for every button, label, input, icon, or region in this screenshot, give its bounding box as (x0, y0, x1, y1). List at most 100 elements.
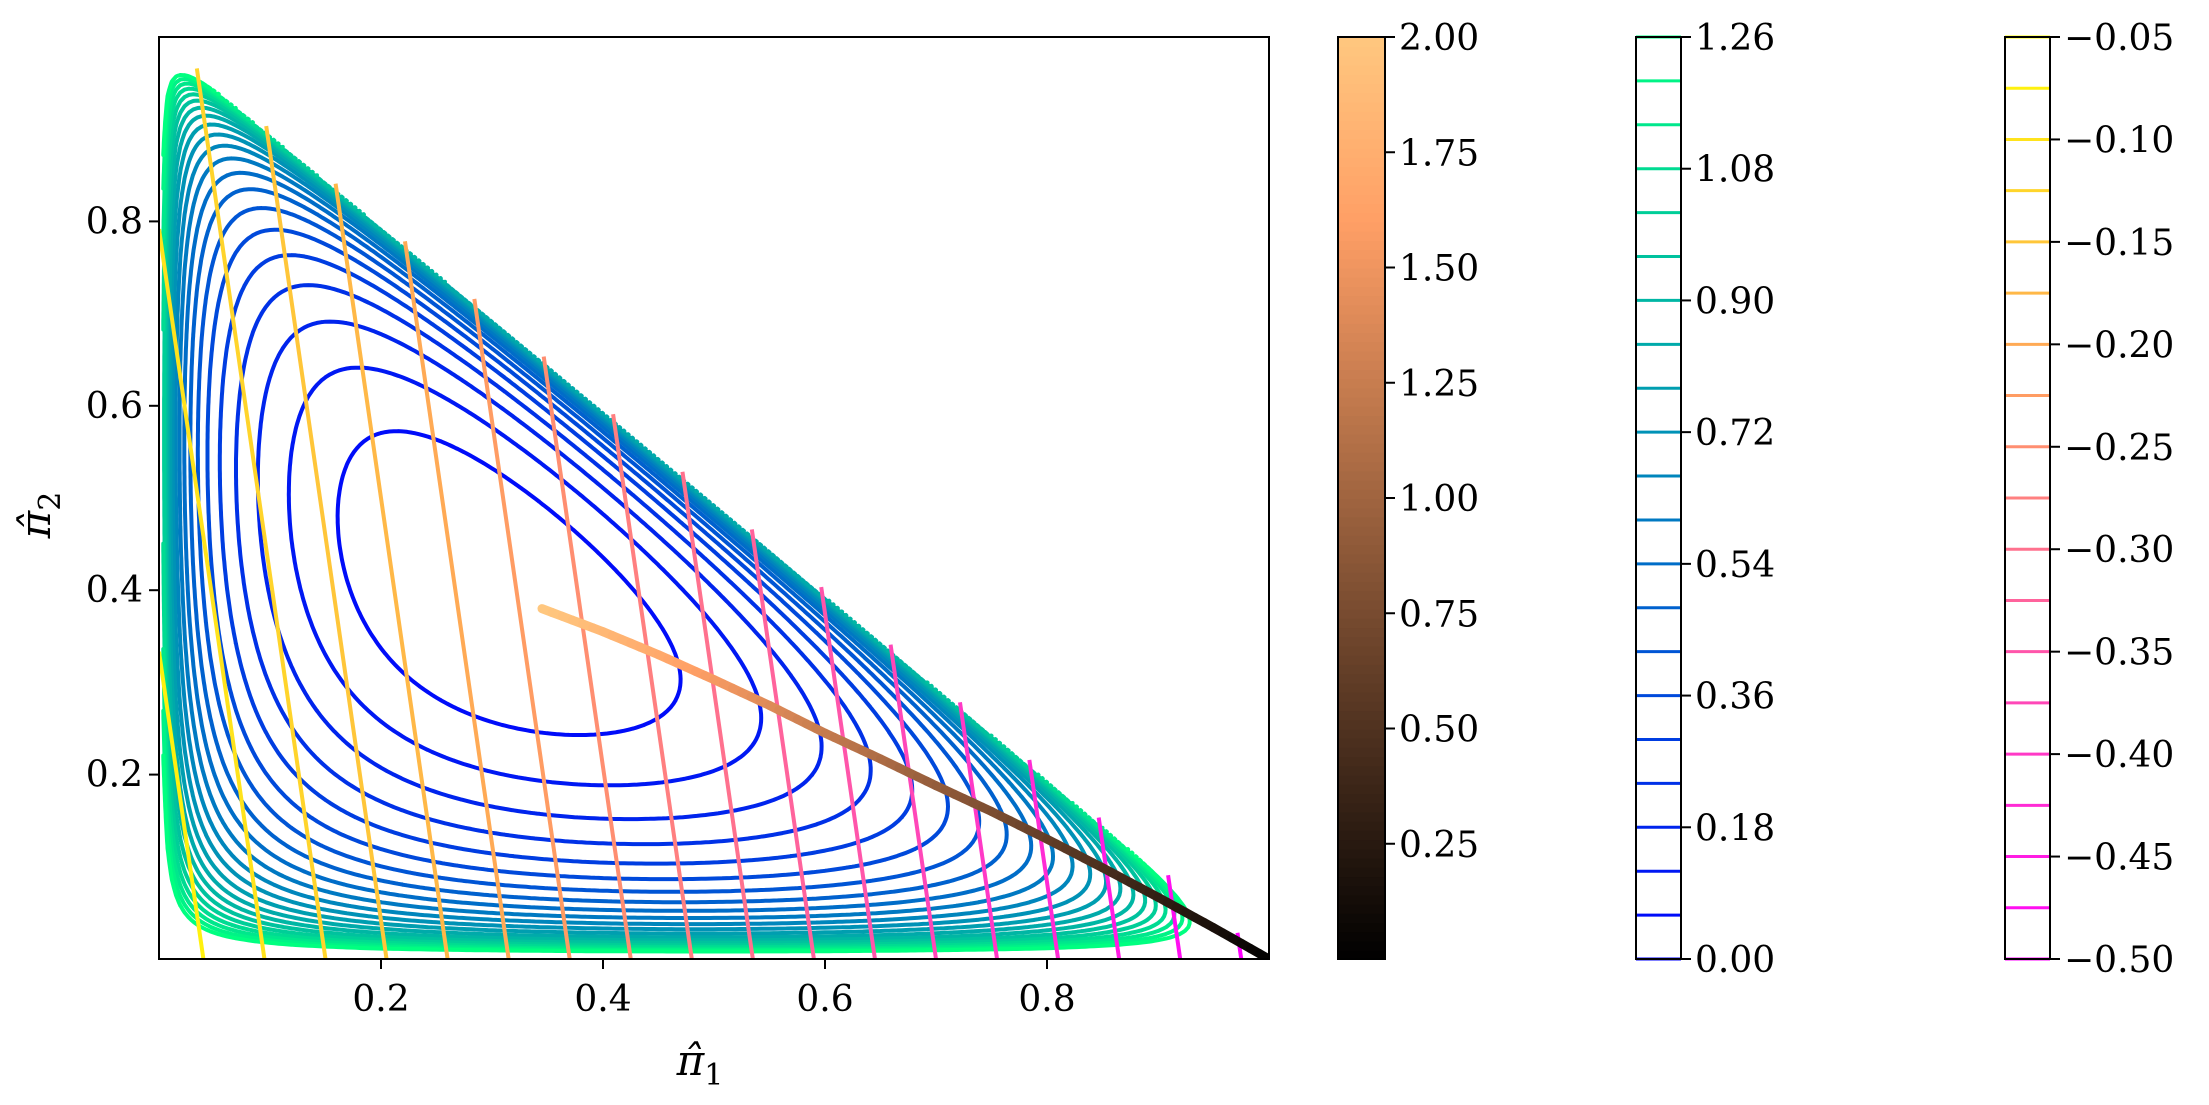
level-line-14 (264, 125, 389, 959)
level-line-8 (680, 471, 755, 959)
colorbar-gradient-band (1338, 710, 1385, 721)
level-line-4 (957, 702, 1000, 959)
colorbar-gradient-band (1338, 627, 1385, 638)
colorbar-gradient-band (1338, 184, 1385, 195)
colorbar-gradient-band (1338, 756, 1385, 767)
colorbar-gradient-band (1338, 783, 1385, 795)
y-tick-label: 0.8 (86, 201, 143, 242)
colorbar-tick-label: 0.75 (1399, 594, 1479, 635)
colorbar-gradient-band (1338, 903, 1385, 914)
colorbar-frame (2004, 36, 2051, 960)
x-tick-label: 0.2 (352, 979, 409, 1020)
colorbar-gradient-band (1338, 645, 1385, 656)
level-line-5 (888, 644, 938, 959)
colorbar-tick-label: 0.54 (1695, 545, 1775, 586)
level-line-11 (472, 298, 572, 959)
colorbar-tick-label: −0.05 (2064, 18, 2174, 59)
colorbar-gradient-band (1338, 922, 1385, 933)
colorbar-gradient-band (1338, 580, 1385, 592)
colorbar-gradient-band (1338, 534, 1385, 546)
level-line-15 (194, 68, 328, 959)
colorbar-gradient-band (1338, 737, 1385, 748)
colorbar-tick-label: 0.25 (1399, 825, 1479, 866)
colorbar-gradient-band (1338, 73, 1385, 85)
colorbar-gradient-band (1338, 92, 1385, 103)
colorbar-winter: 0.00 0.18 0.36 0.54 0.72 0.90 1.08 1.26 (1635, 18, 1775, 981)
colorbar-gradient-band (1338, 949, 1385, 960)
colorbar-gradient-band (1338, 912, 1385, 924)
colorbar-gradient-band (1338, 654, 1385, 665)
colorbar-gradient-band (1338, 451, 1385, 463)
contour-line-level-3 (255, 319, 824, 822)
colorbar-gradient-band (1338, 368, 1385, 380)
level-line-16 (159, 228, 267, 959)
colorbar-gradient-band (1338, 617, 1385, 629)
colorbar-gradient-band (1338, 304, 1385, 315)
colorbar-tick-label: 0.90 (1695, 281, 1775, 322)
colorbar-gradient-band (1338, 221, 1385, 232)
colorbar-tick-label: 1.25 (1399, 364, 1479, 405)
axes: 0.2 0.4 0.6 0.8 0.2 0.4 0.6 0.8 (86, 201, 1076, 1020)
colorbar-gradient-band (1338, 295, 1385, 306)
contour-line-level-15 (164, 105, 1136, 943)
colorbar-gradient-band (1338, 894, 1385, 905)
plot-frame (158, 36, 1270, 960)
colorbar-gradient-band (1338, 820, 1385, 831)
colorbar-tick-label: −0.10 (2064, 120, 2174, 161)
colorbar-gradient-band (1338, 166, 1385, 177)
colorbar-gradient-band (1338, 110, 1385, 121)
colorbar-tick-label: −0.45 (2064, 838, 2174, 879)
colorbar-gradient-band (1338, 608, 1385, 619)
colorbar-gradient-band (1338, 415, 1385, 426)
colorbar-gradient-band (1338, 230, 1385, 241)
level-line-9 (611, 413, 694, 959)
colorbar-gradient-band (1338, 55, 1385, 66)
contour-line-level-6 (205, 227, 950, 882)
colorbar-gradient-band (1338, 885, 1385, 896)
colorbar-tick-label: −0.35 (2064, 633, 2174, 674)
colorbar-gradient-band (1338, 396, 1385, 407)
colorbar-gradient-band (1338, 571, 1385, 582)
level-line-10 (541, 356, 633, 959)
colorbar-gradient-band (1338, 793, 1385, 804)
colorbar-gradient-band (1338, 590, 1385, 601)
colorbar-gradient-band (1338, 64, 1385, 75)
y-tick-label: 0.6 (86, 386, 143, 427)
colorbar-gradient-band (1338, 424, 1385, 435)
colorbar-tick-label: 1.08 (1695, 150, 1775, 191)
y-tick-label: 0.2 (86, 755, 143, 796)
colorbar-gradient-band (1338, 138, 1385, 149)
colorbar-gradient-band (1338, 119, 1385, 131)
colorbar-gradient-band (1338, 553, 1385, 564)
colorbar-tick-label: 0.00 (1695, 940, 1775, 981)
level-line-6 (819, 586, 877, 959)
colorbar-gradient-band (1338, 525, 1385, 536)
colorbar-gradient-band (1338, 101, 1385, 112)
level-line-7 (749, 529, 816, 959)
colorbar-tick-label: 1.75 (1399, 133, 1479, 174)
colorbar-tick-label: 0.36 (1695, 677, 1775, 718)
colorbar-gradient-band (1338, 599, 1385, 610)
contour-line-level-7 (195, 206, 982, 894)
colorbar-copper: 0.25 0.50 0.75 1.00 1.25 1.50 1.75 2.00 (1337, 18, 1479, 960)
colorbar-tick-label: 0.50 (1399, 710, 1479, 751)
colorbar-gradient-band (1338, 931, 1385, 942)
colorbar-tick-label: −0.25 (2064, 428, 2174, 469)
contour-line-level-8 (188, 187, 1009, 905)
colorbar-gradient-band (1338, 848, 1385, 859)
colorbar-tick-label: −0.30 (2064, 530, 2174, 571)
colorbar-tick-label: −0.50 (2064, 940, 2174, 981)
colorbar-gradient-band (1338, 700, 1385, 712)
contour-line-level-5 (217, 253, 915, 866)
colorbar-tick-label: −0.20 (2064, 325, 2174, 366)
colorbar-gradient-band (1338, 866, 1385, 878)
x-tick-label: 0.4 (574, 979, 631, 1020)
colorbar-gradient-band (1338, 212, 1385, 223)
colorbar-gradient-band (1338, 322, 1385, 334)
colorbar-gradient-band (1338, 202, 1385, 214)
colorbar-gradient-band (1338, 516, 1385, 527)
x-tick-label: 0.6 (796, 979, 853, 1020)
colorbar-gradient-band (1338, 507, 1385, 518)
colorbar-gradient-band (1338, 387, 1385, 398)
